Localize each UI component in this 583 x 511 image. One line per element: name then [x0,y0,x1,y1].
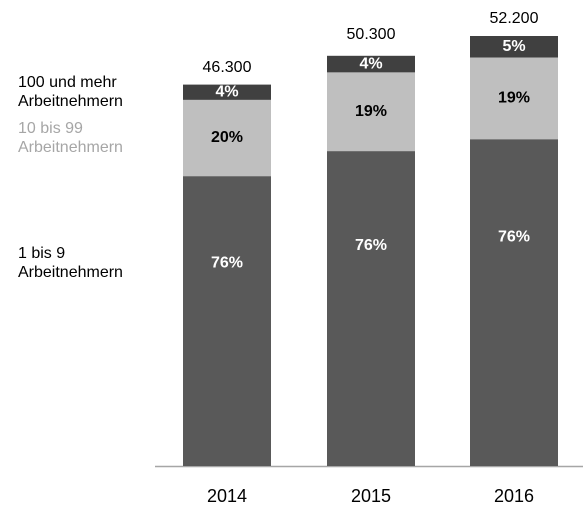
total-label: 46.300 [203,59,252,76]
bar-segment [183,176,271,467]
bar-segment [183,99,271,177]
value-label: 76% [355,237,387,254]
value-label: 76% [498,228,530,245]
bar-segment [327,72,415,152]
x-tick-label: 2016 [494,486,534,506]
value-label: 19% [355,103,387,120]
total-label: 52.200 [490,10,539,27]
legend-label: 100 und mehr Arbeitnehmern [18,74,123,111]
value-label: 19% [498,90,530,107]
x-tick-label: 2015 [351,486,391,506]
value-label: 4% [359,55,382,72]
x-tick-label: 2014 [207,486,247,506]
bar-segment [327,151,415,466]
bar-segment [470,57,558,140]
legend-label: 10 bis 99 Arbeitnehmern [18,119,123,156]
value-label: 20% [211,129,243,146]
bar-segment [470,139,558,466]
total-label: 50.300 [347,26,396,43]
bar-segment [183,84,271,100]
value-label: 4% [215,83,238,100]
value-label: 76% [211,254,243,271]
bar-segment [470,36,558,58]
legend-label: 1 bis 9 Arbeitnehmern [18,245,123,282]
value-label: 5% [502,38,525,55]
bar-segment [327,55,415,73]
